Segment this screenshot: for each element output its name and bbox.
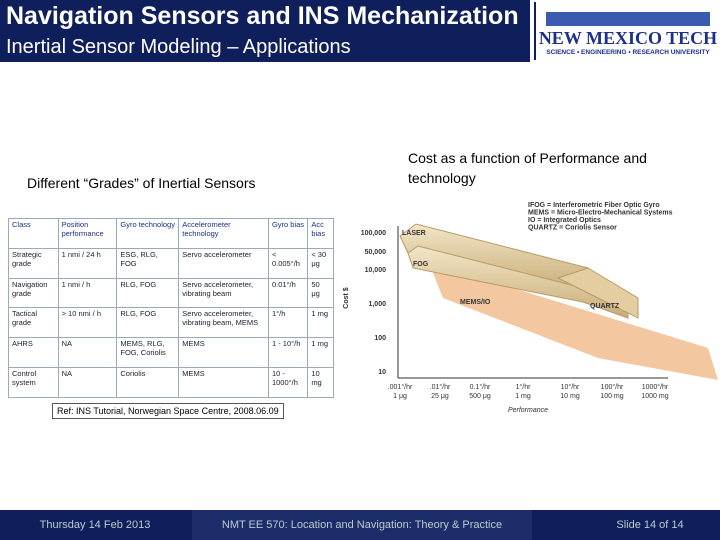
x-tick-label: 100°/hr <box>601 383 624 391</box>
table-cell: 1 nmi / h <box>57 277 118 309</box>
region-label: MEMS/IO <box>460 299 491 306</box>
table-cell: MEMS <box>178 367 269 398</box>
table-cell: 1 mg <box>307 307 334 339</box>
table-cell: Navigation grade <box>8 277 59 309</box>
table-cell: 10 mg <box>307 367 334 398</box>
table-cell: Servo accelerometer, vibrating beam, MEM… <box>178 307 269 339</box>
x-tick-label: 1 mg <box>515 393 531 400</box>
table-cell: < 30 μg <box>307 247 334 279</box>
x-tick-label: 0.1°/hr <box>470 383 491 391</box>
region-label: LASER <box>402 230 426 237</box>
table-cell: RLG, FOG <box>116 277 180 309</box>
table-cell: 50 μg <box>307 277 334 309</box>
subtitle: Inertial Sensor Modeling – Applications <box>6 36 351 58</box>
mems-region <box>433 268 718 380</box>
table-cell: NA <box>57 337 118 369</box>
table-cell: 1 mg <box>307 337 334 369</box>
table-cell: AHRS <box>8 337 59 369</box>
region-label: QUARTZ <box>590 303 620 310</box>
table-cell: Gyro technology <box>116 218 180 249</box>
x-tick-label: 100 mg <box>600 393 623 400</box>
table-cell: Acc bias <box>307 218 334 249</box>
header-band: Navigation Sensors and INS Mechanization… <box>0 0 530 62</box>
table-cell: 1 - 10°/h <box>267 337 309 369</box>
footer-slide: Slide 14 of 14 <box>616 519 684 531</box>
table-cell: < 0.005°/h <box>267 247 309 279</box>
x-tick-label: .01°/hr <box>430 383 451 391</box>
legend-entry: MEMS = Micro-Electro-Mechanical Systems <box>528 210 673 217</box>
cost-figure: IFOG = Interferometric Fiber Optic GyroM… <box>343 202 718 414</box>
logo: NEW MEXICO TECH SCIENCE • ENGINEERING • … <box>534 2 720 60</box>
legend-entry: IFOG = Interferometric Fiber Optic Gyro <box>528 202 660 209</box>
x-tick-label: .001°/hr <box>388 383 413 391</box>
x-tick-label: 1 μg <box>393 393 407 400</box>
table-row: Class Position performance Gyro technology… <box>8 218 334 249</box>
y-tick-label: 50,000 <box>365 249 387 256</box>
footer-date: Thursday 14 Feb 2013 <box>39 519 151 531</box>
y-tick-label: 1,000 <box>368 301 386 308</box>
table-cell: Position performance <box>57 218 118 249</box>
table-cell: NA <box>57 367 118 398</box>
table-cell: 0.01°/h <box>267 277 309 309</box>
logo-tagline: SCIENCE • ENGINEERING • RESEARCH UNIVERS… <box>546 49 710 56</box>
table-cell: Control system <box>8 367 59 398</box>
y-tick-label: 10 <box>378 369 386 376</box>
x-tick-label: 1000°/hr <box>642 383 669 391</box>
table-row: Tactical grade > 10 nmi / h RLG, FOG Servo … <box>8 307 334 339</box>
y-tick-label: 10,000 <box>365 267 387 274</box>
table-cell: Servo accelerometer, vibrating beam <box>178 277 269 309</box>
table-cell: Accelerometer technology <box>178 218 269 249</box>
table-row: Control system NA Coriolis MEMS 10 - 1000°/h… <box>8 367 334 398</box>
logo-bar <box>546 12 710 26</box>
x-axis-label: Performance <box>508 407 548 414</box>
table-cell: Strategic grade <box>8 247 59 279</box>
title: Navigation Sensors and INS Mechanization <box>6 2 519 30</box>
footer-course: NMT EE 570: Location and Navigation: The… <box>192 510 532 540</box>
table-cell: 10 - 1000°/h <box>267 367 309 398</box>
table-cell: > 10 nmi / h <box>57 307 118 339</box>
x-tick-label: 10°/hr <box>561 383 580 391</box>
table-row: AHRS NA MEMS, RLG, FOG, Coriolis MEMS 1 - 10… <box>8 337 334 369</box>
x-tick-label: 500 μg <box>469 393 491 400</box>
table-row: Strategic grade 1 nmi / 24 h ESG, RLG, FOG… <box>8 247 334 279</box>
region-label: FOG <box>413 261 429 268</box>
logo-name: NEW MEXICO TECH <box>538 28 718 48</box>
legend-entry: IO = Integrated Optics <box>528 217 601 224</box>
x-tick-label: 1°/hr <box>516 383 532 391</box>
table-cell: MEMS <box>178 337 269 369</box>
x-tick-label: 25 μg <box>431 393 449 400</box>
table-cell: Coriolis <box>116 367 180 398</box>
x-tick-label: 1000 mg <box>641 393 668 400</box>
y-tick-label: 100,000 <box>361 230 386 237</box>
table-cell: 1 nmi / 24 h <box>57 247 118 279</box>
table-cell: RLG, FOG <box>116 307 180 339</box>
caption: Cost as a function of Performance and te… <box>408 150 647 186</box>
table-cell: ESG, RLG, FOG <box>116 247 180 279</box>
y-axis-label: Cost $ <box>343 287 350 309</box>
table-cell: Class <box>8 218 59 249</box>
table-row: Navigation grade 1 nmi / h RLG, FOG Servo a… <box>8 277 334 309</box>
table-cell: 1°/h <box>267 307 309 339</box>
x-tick-label: 10 mg <box>560 393 580 400</box>
table-cell: MEMS, RLG, FOG, Coriolis <box>116 337 180 369</box>
legend-entry: QUARTZ = Coriolis Sensor <box>528 225 617 232</box>
y-tick-label: 100 <box>374 335 386 342</box>
quartz-region <box>556 267 639 319</box>
caption: Different “Grades” of Inertial Sensors <box>27 175 256 191</box>
figure-labels: IFOG = Interferometric Fiber Optic GyroM… <box>343 202 673 414</box>
reference: Ref: INS Tutorial, Norwegian Space Centr… <box>52 403 284 419</box>
grades-table: Class Position performance Gyro technology… <box>8 218 334 398</box>
table-cell: Gyro bias <box>267 218 309 249</box>
table-cell: Tactical grade <box>8 307 59 339</box>
table-cell: Servo accelerometer <box>178 247 269 279</box>
